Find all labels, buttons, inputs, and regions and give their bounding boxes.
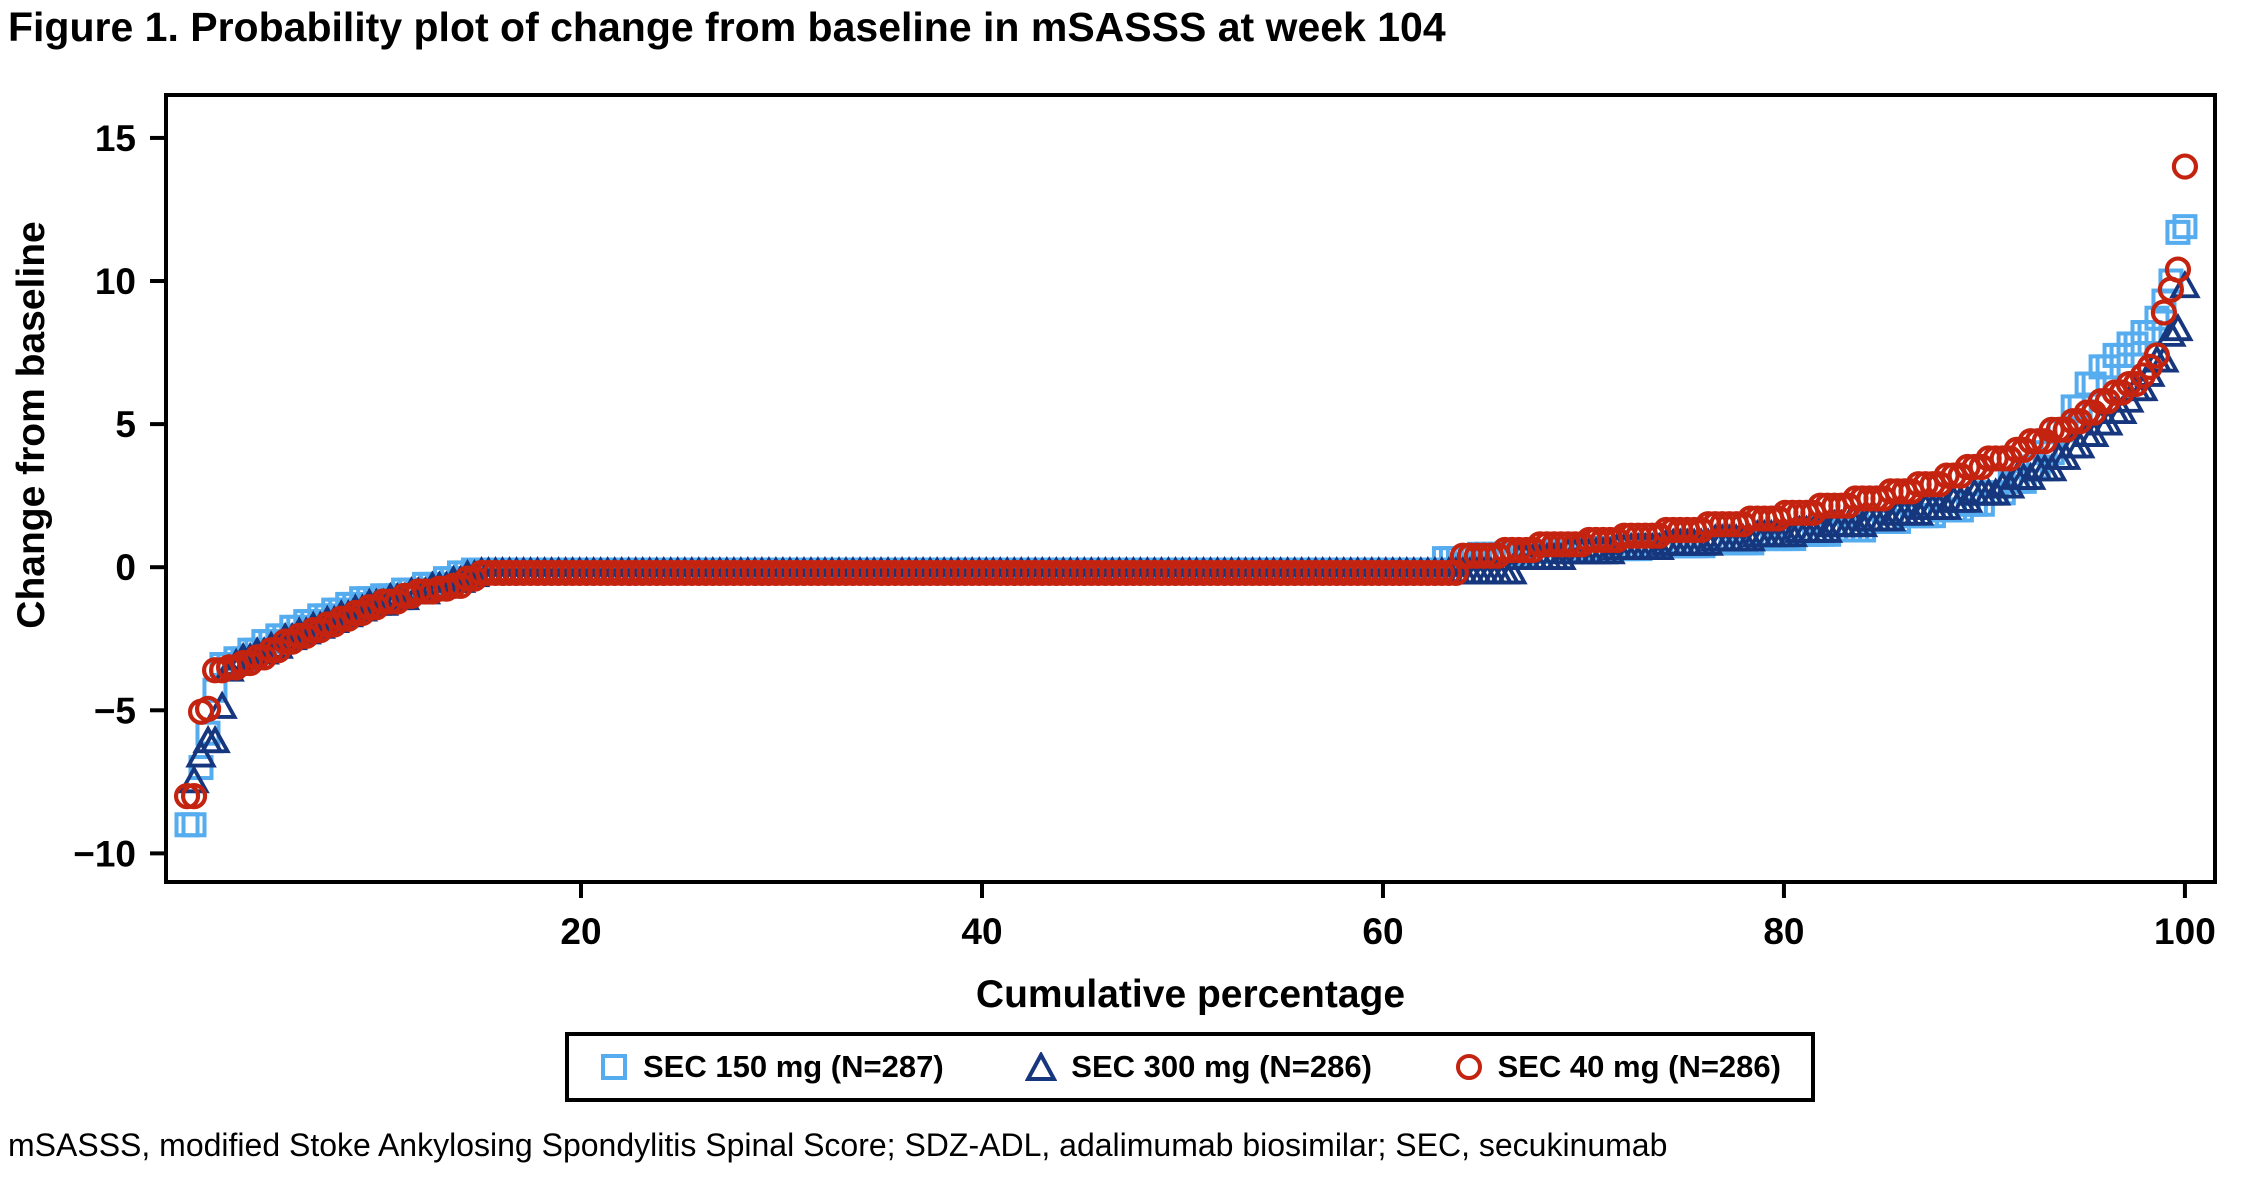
y-tick-label: 5 <box>115 404 136 445</box>
data-marker-square <box>2137 320 2163 346</box>
data-marker-triangle <box>1930 491 1963 520</box>
data-marker-triangle <box>1496 556 1528 585</box>
x-axis-title: Cumulative percentage <box>976 973 1405 1016</box>
data-marker-square <box>2144 305 2170 331</box>
data-marker-triangle <box>1993 470 2026 499</box>
data-marker-triangle <box>1951 484 1984 513</box>
data-marker-triangle <box>1979 477 2012 506</box>
y-tick-label: 10 <box>95 261 136 302</box>
legend-item-sec150: SEC 150 mg (N=287) <box>599 1049 944 1085</box>
data-marker-square <box>174 812 200 838</box>
y-tick-label: −10 <box>73 833 136 874</box>
x-tick-label: 60 <box>1362 911 1403 952</box>
data-marker-triangle <box>178 764 210 794</box>
square-marker-icon <box>601 1054 627 1080</box>
data-marker-circle <box>237 649 264 677</box>
data-marker-circle <box>447 572 474 599</box>
x-tick-label: 40 <box>961 911 1002 952</box>
data-marker-circle <box>293 622 320 649</box>
legend-label-sec40: SEC 40 mg (N=286) <box>1497 1049 1781 1084</box>
y-tick-label: 15 <box>95 118 136 159</box>
circle-marker-icon <box>1455 1054 1482 1080</box>
figure-title: Figure 1. Probability plot of change fro… <box>8 4 1446 50</box>
plot-frame <box>164 93 2217 884</box>
data-marker-circle <box>279 628 306 655</box>
data-marker-circle <box>2164 256 2192 283</box>
legend-item-sec40: SEC 40 mg (N=286) <box>1454 1049 1781 1085</box>
x-tick-label: 100 <box>2154 911 2216 952</box>
data-marker-triangle <box>2014 461 2047 490</box>
data-marker-circle <box>251 644 278 671</box>
triangle-marker-icon <box>1025 1052 1058 1081</box>
x-tick-label: 80 <box>1763 911 1804 952</box>
x-tick-label: 20 <box>560 911 601 952</box>
figure-footnote: mSASSS, modified Stoke Ankylosing Spondy… <box>8 1127 1668 1163</box>
data-marker-triangle <box>185 739 217 768</box>
data-marker-triangle <box>206 690 238 719</box>
data-marker-circle <box>307 617 334 644</box>
data-marker-circle <box>349 599 376 627</box>
data-marker-square <box>181 812 207 838</box>
y-axis-title: Change from baseline <box>10 221 53 628</box>
data-marker-circle <box>2143 342 2170 369</box>
data-marker-square <box>2172 214 2198 240</box>
data-marker-square <box>2165 219 2191 245</box>
data-marker-circle <box>180 783 208 810</box>
data-marker-triangle <box>2155 318 2187 347</box>
data-marker-circle <box>2171 153 2199 180</box>
legend-item-sec300: SEC 300 mg (N=286) <box>1025 1049 1372 1085</box>
data-marker-circle <box>194 695 222 722</box>
legend-label-sec150: SEC 150 mg (N=287) <box>643 1049 944 1084</box>
legend: SEC 150 mg (N=287) SEC 300 mg (N=286) SE… <box>565 1032 1815 1102</box>
legend-label-sec300: SEC 300 mg (N=286) <box>1071 1049 1372 1084</box>
y-tick-label: −5 <box>94 690 136 731</box>
data-marker-triangle <box>2162 312 2194 342</box>
data-marker-triangle <box>2127 372 2159 402</box>
probability-plot-canvas: 20 40 60 80 100 15 10 5 0 −5 −10 Cumulative percent… <box>10 93 2217 1016</box>
data-marker-triangle <box>199 724 231 754</box>
data-marker-circle <box>2150 299 2177 326</box>
data-marker-circle <box>335 605 362 632</box>
data-marker-circle <box>321 611 348 638</box>
data-marker-circle <box>384 588 411 615</box>
y-tick-label: 0 <box>115 547 136 588</box>
